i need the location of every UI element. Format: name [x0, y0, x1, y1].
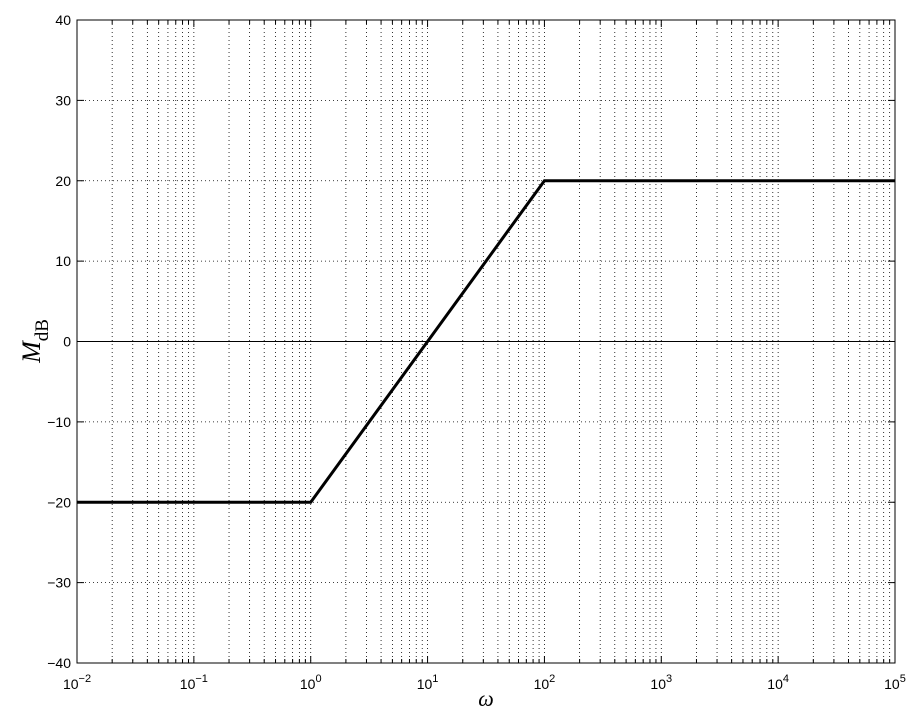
x-tick-label-exponent: −1: [195, 673, 208, 685]
x-tick-label-exponent: 2: [549, 673, 555, 685]
magnitude-asymptote-line: [77, 179, 895, 504]
x-tick-label-base: 10: [417, 676, 433, 692]
x-tick-label: 101: [417, 673, 439, 692]
x-tick-label-exponent: 4: [783, 673, 789, 685]
y-tick-label: −20: [47, 494, 71, 510]
x-tick-label-exponent: 3: [666, 673, 672, 685]
x-tick-label: 10−2: [63, 673, 91, 692]
x-tick-label-exponent: 5: [900, 673, 906, 685]
y-tick-label: 40: [55, 12, 71, 28]
y-tick-label: 0: [63, 334, 71, 350]
x-axis-label: ω: [478, 686, 494, 711]
x-tick-label-exponent: 0: [315, 673, 321, 685]
series-layer: [77, 179, 895, 504]
x-tick-label-base: 10: [534, 676, 550, 692]
y-tick-label: 30: [55, 92, 71, 108]
y-axis-label: MdB: [17, 319, 53, 364]
y-tick-labels: −40 −30 −20 −10 0 10 20 30 40: [47, 12, 71, 671]
x-tick-label-base: 10: [180, 676, 196, 692]
x-tick-label-base: 10: [650, 676, 666, 692]
y-tick-label: −10: [47, 414, 71, 430]
x-tick-label: 104: [767, 673, 789, 692]
y-tick-label: 10: [55, 253, 71, 269]
x-tick-label-base: 10: [300, 676, 316, 692]
x-tick-label: 100: [300, 673, 322, 692]
x-tick-label-exponent: 1: [432, 673, 438, 685]
y-axis-label-main: M: [17, 340, 46, 364]
x-tick-label: 103: [650, 673, 672, 692]
x-tick-label-base: 10: [767, 676, 783, 692]
x-tick-label-base: 10: [63, 676, 79, 692]
tick-marks: [76, 19, 896, 664]
y-axis-label-subscript: dB: [32, 319, 53, 341]
y-tick-label: −40: [47, 655, 71, 671]
x-tick-labels: 10−2 10−1 100 101 102 103 104 105: [63, 673, 906, 692]
x-tick-label: 105: [884, 673, 906, 692]
svg-text:MdB: MdB: [17, 319, 53, 364]
x-tick-label-exponent: −2: [79, 673, 92, 685]
x-tick-label: 102: [534, 673, 556, 692]
y-tick-label: −30: [47, 575, 71, 591]
y-tick-label: 20: [55, 173, 71, 189]
x-tick-label-base: 10: [884, 676, 900, 692]
x-tick-label: 10−1: [180, 673, 208, 692]
